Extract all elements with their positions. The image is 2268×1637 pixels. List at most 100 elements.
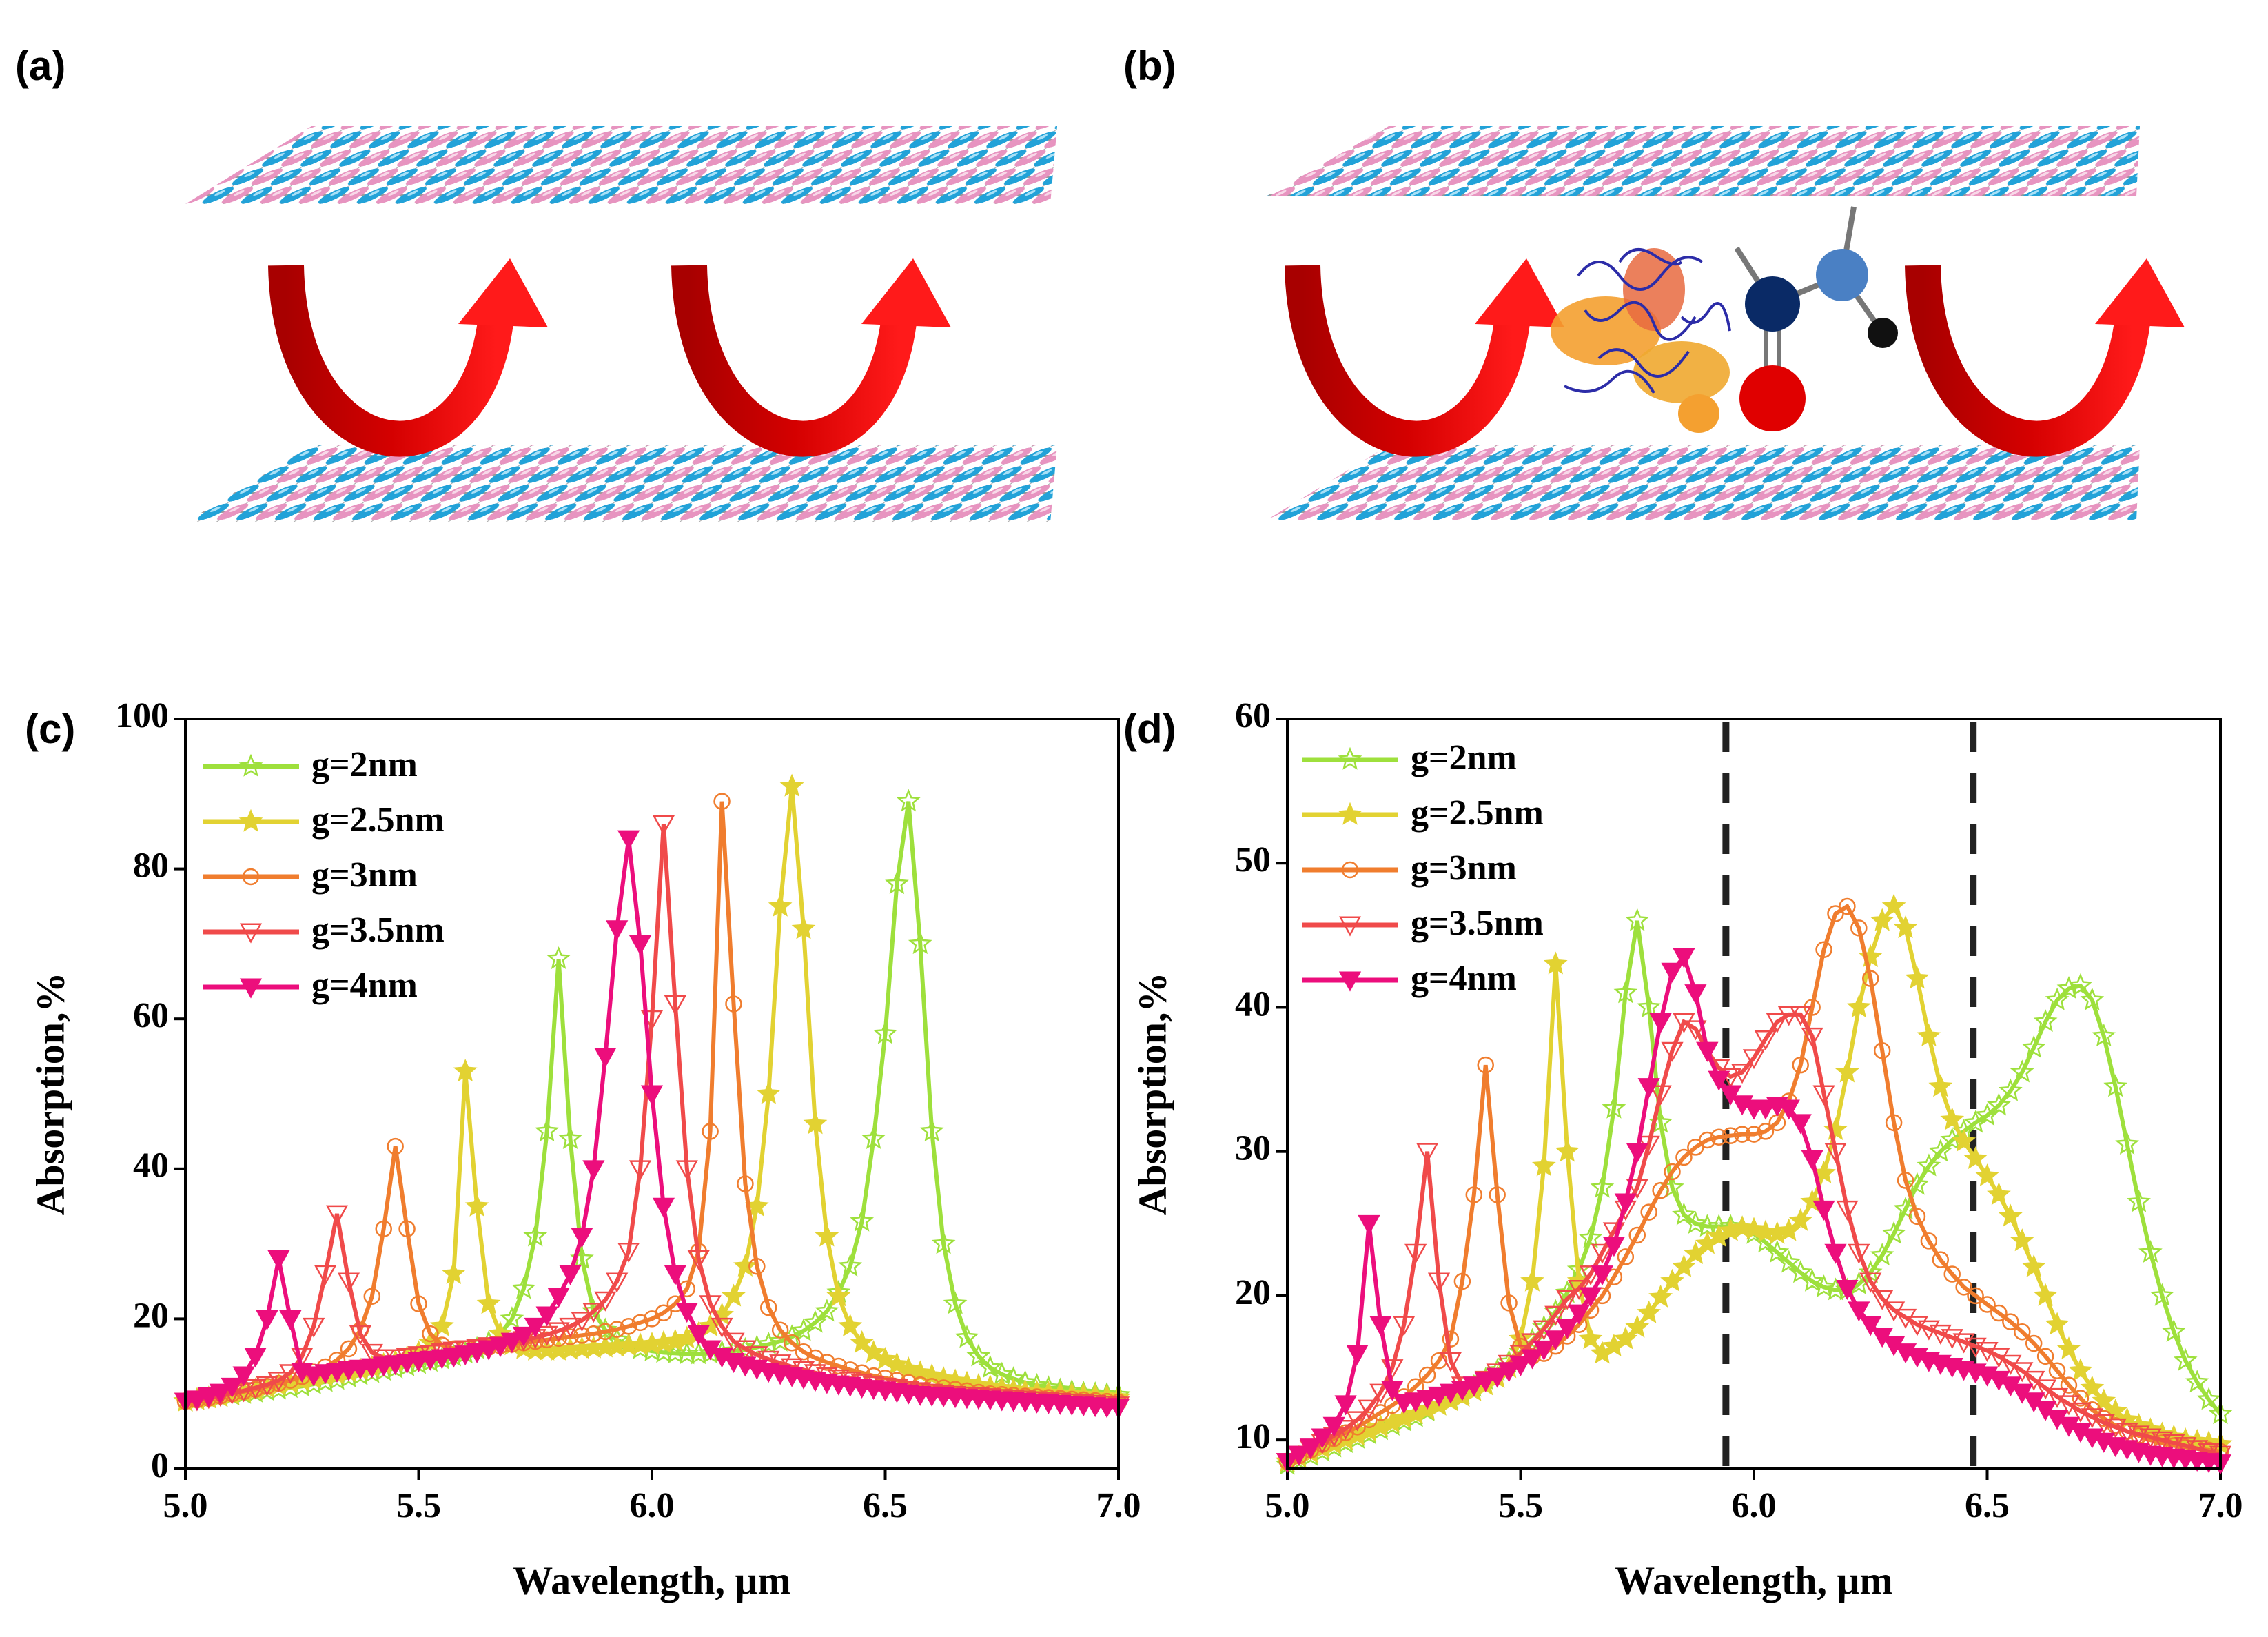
marker: [803, 1111, 828, 1135]
marker: [1812, 1200, 1835, 1221]
marker: [850, 1330, 874, 1354]
marker: [1500, 1294, 1518, 1312]
marker: [1338, 971, 1362, 992]
marker: [1999, 1354, 2022, 1375]
marker: [1881, 893, 1906, 917]
marker: [559, 1317, 582, 1338]
marker: [363, 1288, 381, 1305]
marker: [2014, 1323, 2031, 1341]
marker: [1322, 1416, 1345, 1437]
marker: [1766, 1013, 1788, 1033]
marker: [1940, 1107, 1965, 1130]
marker: [760, 1299, 777, 1316]
marker: [422, 1325, 439, 1343]
marker: [1928, 1074, 1953, 1097]
marker: [573, 1327, 591, 1344]
marker: [2196, 1387, 2221, 1410]
marker: [267, 1372, 290, 1392]
marker: [1334, 1419, 1357, 1440]
marker: [1498, 1362, 1520, 1383]
marker: [1533, 1320, 1555, 1341]
marker: [1637, 995, 1661, 1018]
marker: [830, 1357, 848, 1375]
marker: [2072, 1390, 2090, 1407]
marker: [1404, 1243, 1427, 1264]
marker: [1722, 1127, 1739, 1144]
marker: [2069, 1402, 2092, 1423]
marker: [1696, 1041, 1719, 1062]
legend-label: g=3.5nm: [311, 911, 445, 950]
marker: [620, 1318, 637, 1335]
marker: [861, 1126, 886, 1150]
marker: [2025, 1334, 2043, 1352]
x-tick-label: 5.0: [1265, 1486, 1310, 1525]
atomic-layer: [1266, 445, 2140, 520]
marker: [606, 920, 629, 941]
marker: [1664, 1163, 1681, 1181]
marker: [2033, 1009, 2058, 1033]
molecule: [1734, 206, 1898, 431]
marker: [500, 1306, 524, 1330]
y-tick-label: 50: [1235, 840, 1271, 879]
marker: [325, 1205, 349, 1226]
protein: [1551, 248, 1731, 433]
marker: [2056, 1336, 2081, 1360]
marker: [1920, 1232, 1938, 1250]
plot-frame: [184, 718, 1120, 1470]
marker: [1835, 1059, 1859, 1083]
marker: [722, 1283, 746, 1307]
marker: [608, 1321, 626, 1338]
marker: [1652, 1181, 1669, 1199]
marker: [1708, 1070, 1730, 1091]
marker: [1836, 1200, 1859, 1221]
marker: [1862, 970, 1879, 987]
marker: [768, 893, 793, 917]
marker: [1338, 802, 1362, 825]
marker: [1556, 1319, 1579, 1339]
marker: [1346, 1411, 1369, 1432]
marker: [279, 1364, 302, 1385]
marker: [606, 1272, 629, 1293]
marker: [2081, 1408, 2103, 1429]
marker: [594, 1291, 617, 1312]
marker: [617, 1243, 640, 1263]
marker: [1836, 1280, 1859, 1301]
marker: [978, 1354, 1003, 1378]
marker: [1649, 1013, 1672, 1033]
marker: [954, 1325, 979, 1348]
marker: [585, 1325, 602, 1343]
illustration-a: [185, 126, 1057, 522]
marker: [664, 995, 686, 1016]
marker: [1358, 1399, 1380, 1420]
marker: [1637, 1300, 1661, 1323]
marker: [1556, 1290, 1579, 1310]
marker: [1346, 1345, 1369, 1365]
marker: [791, 1318, 816, 1341]
marker: [664, 1265, 686, 1285]
marker: [687, 1325, 710, 1345]
x-tick-label: 6.0: [630, 1486, 675, 1525]
marker: [340, 1340, 358, 1358]
marker: [1850, 919, 1868, 937]
marker: [1757, 1123, 1775, 1140]
marker: [1660, 1268, 1684, 1292]
y-tick-label: 40: [133, 1146, 169, 1186]
marker: [783, 1334, 801, 1352]
marker: [943, 1291, 968, 1314]
x-axis-title: Wavelength, μm: [513, 1558, 790, 1603]
marker: [1848, 1301, 1870, 1322]
marker: [464, 1193, 489, 1217]
marker: [1777, 1099, 1800, 1120]
marker: [1338, 916, 1362, 937]
marker: [885, 871, 909, 895]
marker: [1617, 1248, 1635, 1265]
marker: [1648, 1284, 1673, 1308]
marker: [1905, 1172, 1930, 1195]
marker: [1684, 984, 1707, 1005]
chart: 5.0 5.5 6.0 6.5 7.0 10 20 30 40 50 60 Wavelength, μ…: [1130, 696, 2243, 1603]
marker: [897, 789, 921, 812]
marker: [1789, 1006, 1812, 1026]
marker: [1590, 1175, 1615, 1198]
marker: [1381, 1381, 1404, 1401]
